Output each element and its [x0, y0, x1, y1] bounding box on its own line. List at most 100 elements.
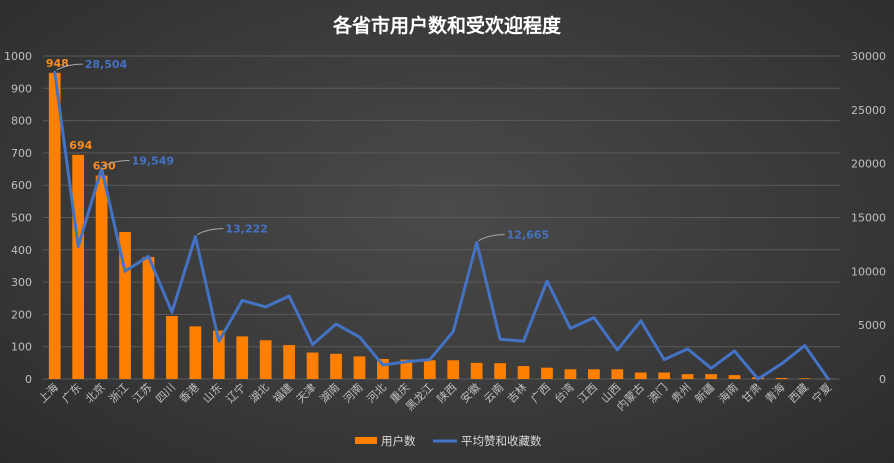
- bar: [658, 372, 671, 379]
- bar: [377, 358, 389, 379]
- bar: [119, 232, 131, 379]
- category-label: 福建: [270, 380, 295, 405]
- bar: [400, 359, 413, 379]
- bar: [259, 340, 272, 379]
- line-path: [53, 70, 830, 381]
- bar: [494, 363, 506, 379]
- bar: [728, 375, 741, 379]
- bar: [634, 372, 647, 379]
- left-axis-tick-label: 300: [11, 276, 32, 289]
- bar: [517, 366, 530, 379]
- line-data-label: 19,549: [132, 155, 174, 168]
- category-label: 云南: [481, 381, 506, 406]
- category-axis: 上海广东北京浙江江苏四川香港山东辽宁湖北福建天津湖南河南河北重庆黑龙江陕西安徽云…: [35, 380, 834, 413]
- category-label: 河北: [364, 381, 389, 406]
- left-axis-tick-label: 900: [11, 82, 32, 95]
- category-label: 广东: [60, 381, 85, 406]
- category-label: 湖南: [317, 381, 342, 406]
- leader-line: [478, 234, 505, 242]
- legend-label-users: 用户数: [381, 434, 416, 448]
- bar: [681, 374, 694, 379]
- left-axis-tick-label: 200: [11, 308, 32, 321]
- category-label: 澳门: [645, 380, 670, 405]
- legend: 用户数 平均赞和收藏数: [355, 434, 542, 448]
- left-axis: 0 100 200 300 400 500 600 700 800 900 1000: [4, 50, 32, 386]
- bar: [306, 352, 319, 379]
- leader-line: [197, 228, 224, 236]
- category-label: 河南: [341, 381, 366, 406]
- left-axis-tick-label: 1000: [4, 50, 32, 63]
- bar: [283, 345, 295, 379]
- bar: [775, 378, 788, 379]
- category-label: 北京: [82, 380, 107, 405]
- right-axis-tick-label: 25000: [851, 104, 886, 117]
- category-label: 海南: [715, 380, 740, 405]
- category-label: 山东: [200, 381, 225, 406]
- bar: [236, 336, 249, 379]
- category-label: 江西: [575, 381, 600, 406]
- category-label: 黑龙江: [403, 381, 436, 414]
- bar: [541, 367, 553, 379]
- bar: [48, 72, 61, 380]
- bar: [166, 316, 178, 379]
- category-label: 四川: [153, 381, 178, 406]
- left-axis-tick-label: 600: [11, 179, 32, 192]
- category-label: 西藏: [786, 381, 811, 406]
- category-label: 甘肃: [739, 381, 764, 406]
- line-data-label: 13,222: [225, 223, 267, 236]
- category-label: 浙江: [106, 381, 131, 406]
- category-label: 上海: [35, 380, 60, 405]
- category-label: 香港: [177, 381, 202, 406]
- line-data-label: 12,665: [507, 229, 549, 242]
- bar: [212, 330, 225, 379]
- category-label: 台湾: [551, 380, 576, 405]
- bar: [705, 374, 717, 379]
- bar: [189, 326, 202, 379]
- bar-data-label: 694: [69, 139, 92, 152]
- bar: [564, 369, 577, 379]
- bar: [611, 369, 624, 379]
- bar: [72, 154, 85, 379]
- right-axis-tick-label: 10000: [851, 265, 886, 278]
- category-label: 湖北: [247, 381, 272, 406]
- bar-data-label: 948: [46, 57, 69, 70]
- category-label: 广西: [528, 381, 553, 406]
- gridlines: [43, 55, 840, 380]
- leader-line: [56, 63, 83, 71]
- category-label: 天津: [294, 381, 319, 406]
- category-label: 吉林: [504, 380, 529, 405]
- category-label: 江苏: [130, 381, 155, 406]
- bar: [447, 360, 460, 379]
- bar: [588, 369, 600, 379]
- left-axis-tick-label: 700: [11, 147, 32, 160]
- right-axis-tick-label: 15000: [851, 212, 886, 225]
- category-label: 宁夏: [809, 380, 834, 405]
- bar: [142, 256, 155, 379]
- bar: [353, 356, 366, 379]
- left-axis-tick-label: 500: [11, 212, 32, 225]
- right-axis-tick-label: 30000: [851, 50, 886, 63]
- category-label: 陕西: [434, 380, 459, 405]
- left-axis-tick-label: 400: [11, 244, 32, 257]
- bar: [423, 360, 436, 379]
- bar: [330, 353, 342, 379]
- left-axis-tick-label: 0: [25, 373, 32, 386]
- category-label: 安徽: [457, 380, 482, 405]
- right-axis-tick-label: 20000: [851, 158, 886, 171]
- leader-line: [103, 160, 130, 167]
- chart-title: 各省市用户数和受欢迎程度: [332, 14, 562, 37]
- legend-label-popularity: 平均赞和收藏数: [461, 434, 542, 448]
- right-axis-tick-label: 0: [879, 373, 886, 386]
- line-series: [53, 70, 830, 381]
- bar: [798, 378, 811, 379]
- category-label: 内蒙古: [614, 380, 647, 413]
- legend-swatch-users: [355, 437, 377, 444]
- category-label: 辽宁: [223, 380, 248, 405]
- bar-series: [48, 72, 835, 380]
- right-axis-tick-label: 5000: [858, 319, 886, 332]
- left-axis-tick-label: 100: [11, 341, 32, 354]
- category-label: 贵州: [669, 381, 694, 406]
